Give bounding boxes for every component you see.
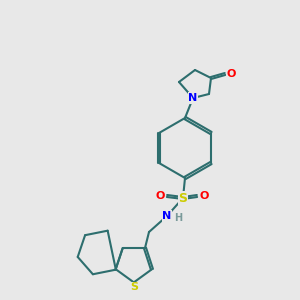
Text: O: O [199, 191, 209, 201]
Text: O: O [155, 191, 165, 201]
Text: S: S [130, 282, 138, 292]
Text: N: N [188, 93, 198, 103]
Text: N: N [162, 211, 172, 221]
Text: O: O [226, 69, 236, 79]
Text: S: S [178, 191, 188, 205]
Text: H: H [174, 213, 182, 223]
